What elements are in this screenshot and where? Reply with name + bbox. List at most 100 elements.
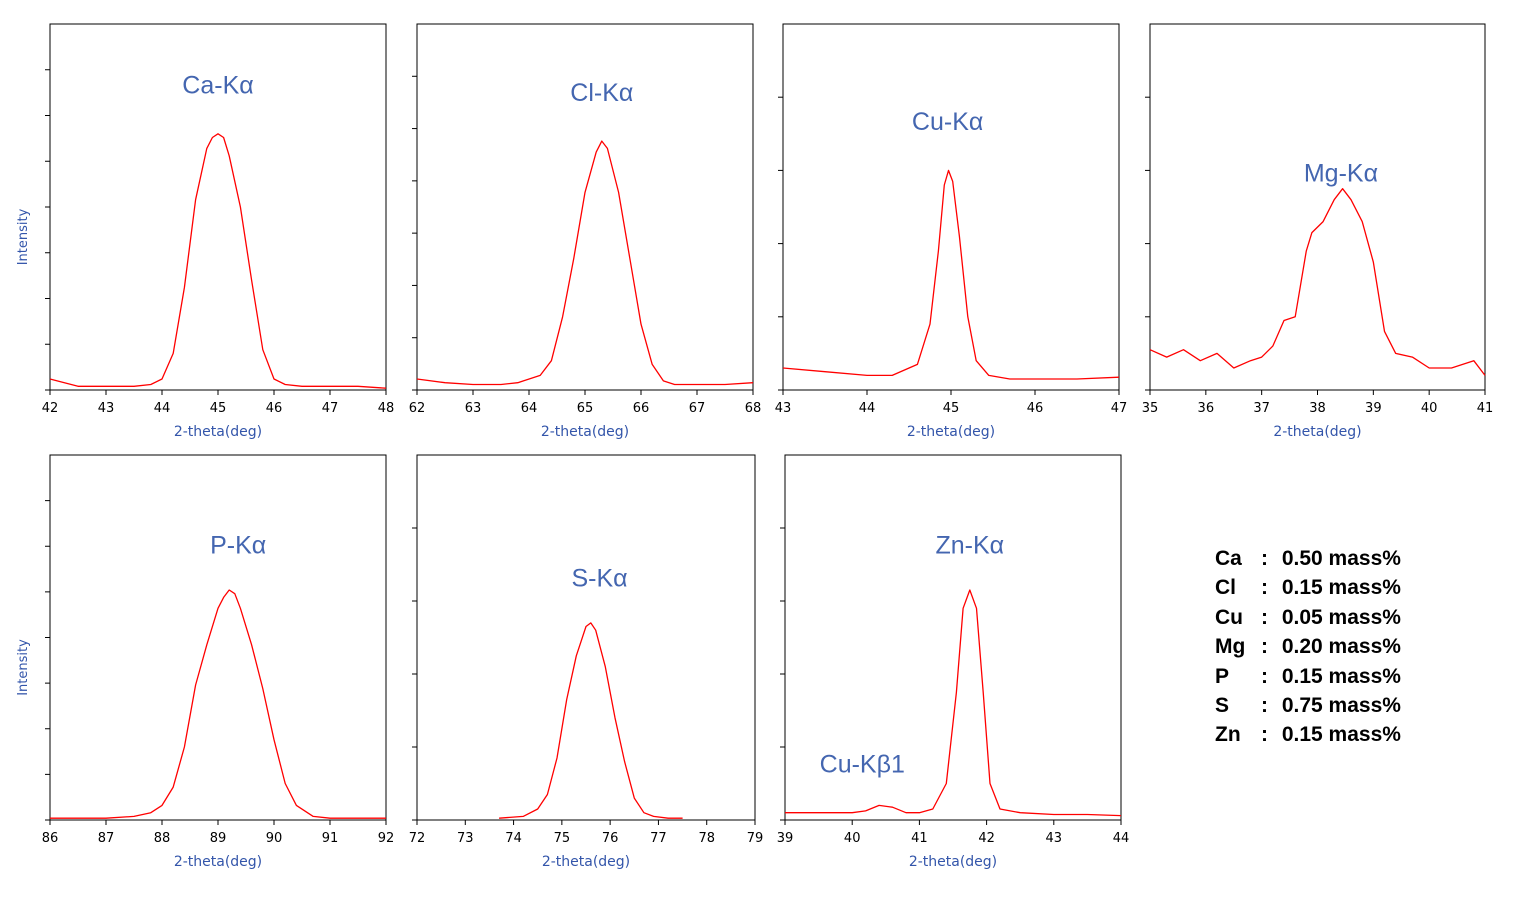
y-axis-label: Intensity	[16, 639, 31, 696]
x-tick-label: 39	[777, 831, 794, 846]
x-axis-label: 2-theta(deg)	[907, 424, 995, 440]
x-tick-label: 39	[1365, 401, 1382, 416]
x-tick-label: 92	[378, 831, 395, 846]
element-symbol: S	[1215, 693, 1230, 717]
x-tick-label: 87	[98, 831, 115, 846]
spectrum-panel: 72 73 74 75 76 77 78 79 2-theta(deg) S-Kα	[409, 454, 764, 870]
spectrum-panel: 35 36 37 38 39 40 41 2-theta(deg) Mg-Kα	[1142, 23, 1494, 440]
panel-frame	[416, 454, 756, 821]
mass-value: 0.15 mass%	[1281, 723, 1401, 747]
mass-value: 0.75 mass%	[1281, 693, 1401, 717]
x-axis-label: 2-theta(deg)	[174, 424, 262, 440]
peak-label: Cu-Kα	[912, 108, 983, 136]
peak-label: Mg-Kα	[1304, 159, 1378, 187]
element-symbol: Cu	[1215, 605, 1243, 629]
x-tick-label: 91	[322, 831, 339, 846]
x-tick-label: 75	[554, 831, 571, 846]
x-tick-label: 65	[577, 401, 594, 416]
x-tick-label: 64	[521, 401, 538, 416]
spectrum-panel: 43 44 45 46 47 2-theta(deg) Cu-Kα	[775, 23, 1128, 440]
x-tick-label: 42	[42, 401, 59, 416]
x-tick-label: 43	[98, 401, 115, 416]
composition-row-cu: Cu: 0.05 mass%	[1215, 603, 1401, 632]
x-tick-label: 72	[409, 831, 426, 846]
element-symbol: Ca	[1215, 547, 1242, 570]
composition-legend: Ca: 0.50 mass% Cl: 0.15 mass% Cu: 0.05 m…	[1215, 544, 1401, 750]
x-tick-label: 36	[1198, 401, 1215, 416]
x-tick-label: 66	[633, 401, 650, 416]
x-tick-label: 46	[266, 401, 283, 416]
x-tick-label: 89	[210, 831, 227, 846]
spectrum-panel: 86 87 88 89 90 91 92 2-theta(deg) Intensity P-Kα	[16, 454, 395, 870]
composition-row-p: P: 0.15 mass%	[1215, 662, 1401, 691]
mass-value: 0.05 mass%	[1281, 605, 1401, 629]
element-symbol: Mg	[1215, 635, 1246, 659]
x-tick-label: 79	[747, 831, 764, 846]
x-axis-label: 2-theta(deg)	[542, 854, 630, 870]
spectrum-line	[782, 169, 1120, 380]
x-tick-label: 45	[210, 401, 227, 416]
spectrum-panel: 39 40 41 42 43 44 2-theta(deg) Zn-Kα Cu-Kβ1	[777, 454, 1130, 870]
panel-frame	[784, 454, 1122, 821]
y-axis-label: Intensity	[16, 208, 31, 265]
x-tick-label: 43	[1046, 831, 1063, 846]
composition-row-cl: Cl: 0.15 mass%	[1215, 573, 1401, 602]
peak-label: Cl-Kα	[570, 79, 633, 107]
x-tick-label: 46	[1027, 401, 1044, 416]
element-symbol: Zn	[1215, 723, 1241, 747]
x-tick-label: 42	[978, 831, 995, 846]
mass-value: 0.20 mass%	[1281, 635, 1401, 659]
spectrum-line	[49, 133, 387, 389]
panel-frame	[1149, 23, 1486, 391]
spectrum-line	[499, 622, 683, 819]
x-tick-label: 68	[745, 401, 762, 416]
peak-label: Zn-Kα	[935, 532, 1004, 560]
peak-label: P-Kα	[210, 532, 266, 560]
x-tick-label: 62	[409, 401, 426, 416]
x-tick-label: 76	[602, 831, 619, 846]
spectrum-line	[785, 589, 1122, 817]
x-tick-label: 40	[1421, 401, 1438, 416]
x-tick-label: 44	[154, 401, 171, 416]
x-tick-label: 74	[505, 831, 522, 846]
panel-frame	[49, 454, 387, 821]
mass-value: 0.15 mass%	[1281, 664, 1401, 688]
spectrum-line	[416, 140, 754, 386]
x-tick-label: 38	[1309, 401, 1326, 416]
x-axis-label: 2-theta(deg)	[909, 854, 997, 870]
x-tick-label: 44	[1113, 831, 1130, 846]
x-tick-label: 90	[266, 831, 283, 846]
mass-value: 0.50 mass%	[1281, 547, 1401, 570]
spectrum-panel: 62 63 64 65 66 67 68 2-theta(deg) Cl-Kα	[409, 23, 762, 440]
x-tick-label: 48	[378, 401, 395, 416]
x-tick-label: 88	[154, 831, 171, 846]
x-tick-label: 77	[650, 831, 667, 846]
spectrum-line	[50, 589, 386, 819]
x-tick-label: 86	[42, 831, 59, 846]
peak-label: S-Kα	[571, 564, 627, 592]
x-tick-label: 63	[465, 401, 482, 416]
element-symbol: Cl	[1215, 576, 1236, 600]
x-axis-label: 2-theta(deg)	[174, 854, 262, 870]
x-tick-label: 47	[322, 401, 339, 416]
peak-label: Cu-Kβ1	[820, 751, 905, 779]
x-tick-label: 67	[689, 401, 706, 416]
composition-row-ca: Ca: 0.50 mass%	[1215, 544, 1401, 573]
composition-row-zn: Zn: 0.15 mass%	[1215, 720, 1401, 749]
spectrum-panel: 42 43 44 45 46 47 48 2-theta(deg) Intensity Ca-Kα	[16, 23, 395, 440]
x-tick-label: 37	[1253, 401, 1270, 416]
x-tick-label: 41	[911, 831, 928, 846]
x-tick-label: 44	[859, 401, 876, 416]
x-axis-label: 2-theta(deg)	[1273, 424, 1361, 440]
element-symbol: P	[1215, 664, 1230, 688]
spectrum-line	[1149, 188, 1486, 376]
x-tick-label: 43	[775, 401, 792, 416]
peak-label: Ca-Kα	[182, 72, 253, 100]
x-axis-label: 2-theta(deg)	[541, 424, 629, 440]
x-tick-label: 35	[1142, 401, 1159, 416]
x-tick-label: 47	[1111, 401, 1128, 416]
composition-row-s: S: 0.75 mass%	[1215, 691, 1401, 720]
x-tick-label: 78	[698, 831, 715, 846]
x-tick-label: 41	[1477, 401, 1494, 416]
x-tick-label: 45	[943, 401, 960, 416]
